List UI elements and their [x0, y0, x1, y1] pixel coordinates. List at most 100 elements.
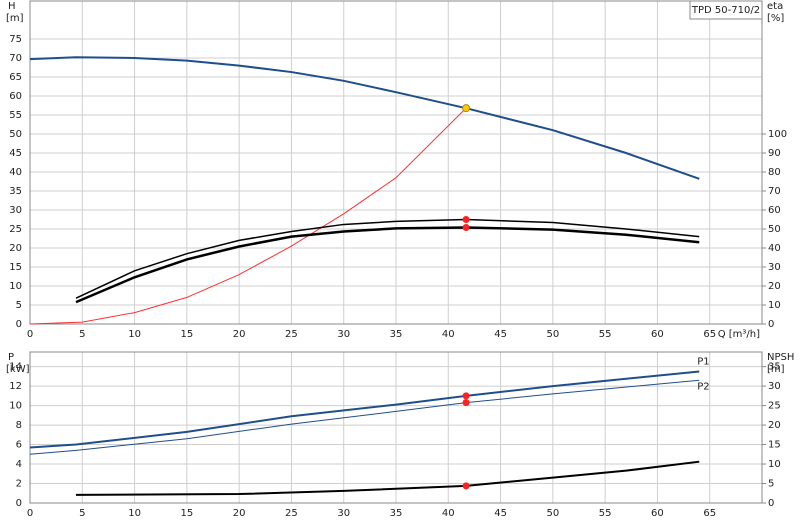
x-tick-label: 30	[337, 329, 350, 340]
y-tick-label: 70	[9, 53, 22, 64]
legend-box-text: TPD 50-710/2	[691, 5, 760, 16]
marker	[462, 482, 470, 490]
y-tick-label: 40	[9, 167, 22, 178]
curve	[29, 107, 467, 325]
x-tick-label: 10	[128, 329, 141, 340]
y2-tick-label: 20	[768, 281, 781, 292]
y2-tick-label: 30	[768, 262, 781, 273]
y-axis-label: P	[8, 352, 14, 363]
x-tick-label: 0	[27, 329, 33, 340]
y-tick-label: 10	[9, 281, 22, 292]
x-tick-label: 0	[27, 508, 33, 519]
y2-tick-label: 10	[768, 300, 781, 311]
y2-tick-label: 0	[768, 319, 774, 330]
x-tick-label: 35	[390, 508, 403, 519]
x-tick-label: 15	[180, 508, 193, 519]
curve	[75, 226, 700, 304]
y-tick-label: 65	[9, 72, 22, 83]
y2-tick-label: 35	[768, 362, 781, 373]
y-tick-label: 25	[9, 224, 22, 235]
y-tick-label: 15	[9, 262, 22, 273]
curve	[75, 218, 700, 299]
curve	[29, 379, 700, 455]
y-tick-label: 30	[9, 205, 22, 216]
x-tick-label: 15	[180, 329, 193, 340]
x-tick-label: 40	[442, 329, 455, 340]
y2-axis-label: eta	[767, 1, 783, 12]
y2-tick-label: 70	[768, 186, 781, 197]
x-tick-label: 10	[128, 508, 141, 519]
y-tick-label: 12	[9, 381, 22, 392]
y-tick-label: 20	[9, 243, 22, 254]
y-tick-label: 2	[16, 479, 22, 490]
y2-tick-label: 100	[768, 129, 787, 140]
y2-tick-label: 30	[768, 381, 781, 392]
y-tick-label: 0	[16, 498, 22, 509]
x-tick-label: 50	[546, 329, 559, 340]
y2-axis-label: NPSH	[767, 352, 794, 363]
x-tick-label: 45	[494, 508, 507, 519]
y2-axis-unit: [%]	[767, 13, 784, 24]
y2-tick-label: 0	[768, 498, 774, 509]
x-tick-label: 55	[599, 329, 612, 340]
y2-tick-label: 15	[768, 440, 781, 451]
plot-frame	[29, 0, 763, 325]
marker	[462, 399, 470, 407]
x-tick-label: 20	[233, 329, 246, 340]
y-tick-label: 45	[9, 148, 22, 159]
marker	[462, 104, 471, 113]
y2-tick-label: 25	[768, 401, 781, 412]
y-tick-label: 8	[16, 420, 22, 431]
y-axis-unit: [kW]	[6, 364, 30, 375]
y-tick-label: 14	[9, 362, 22, 373]
x-tick-label: 20	[233, 508, 246, 519]
x-tick-label: 65	[703, 329, 716, 340]
y2-tick-label: 50	[768, 224, 781, 235]
x-tick-label: 35	[390, 329, 403, 340]
x-tick-label: 60	[651, 329, 664, 340]
curve	[29, 56, 700, 180]
y2-tick-label: 20	[768, 420, 781, 431]
x-axis-label: Q [m³/h]	[718, 329, 760, 340]
y2-tick-label: 40	[768, 243, 781, 254]
x-tick-label: 25	[285, 508, 298, 519]
marker	[462, 392, 470, 400]
x-tick-label: 50	[546, 508, 559, 519]
y-axis-label: H	[8, 1, 16, 12]
curve	[29, 370, 700, 449]
marker	[462, 216, 470, 223]
series-label: P2	[697, 381, 709, 392]
marker	[462, 223, 470, 231]
y2-tick-label: 10	[768, 459, 781, 470]
legend-box	[689, 0, 763, 20]
y2-tick-label: 90	[768, 148, 781, 159]
y-axis-unit: [m]	[6, 13, 24, 24]
x-tick-label: 40	[442, 508, 455, 519]
x-tick-label: 60	[651, 508, 664, 519]
curve	[76, 460, 700, 496]
y2-axis-unit: [m]	[767, 364, 785, 375]
y-tick-label: 4	[16, 459, 22, 470]
y-tick-label: 6	[16, 440, 22, 451]
y-tick-label: 5	[16, 300, 22, 311]
y-tick-label: 10	[9, 401, 22, 412]
y-tick-label: 0	[16, 319, 22, 330]
y-tick-label: 60	[9, 91, 22, 102]
x-tick-label: 45	[494, 329, 507, 340]
x-tick-label: 5	[79, 508, 85, 519]
y2-tick-label: 5	[768, 479, 774, 490]
plot-frame	[29, 351, 763, 504]
x-tick-label: 25	[285, 329, 298, 340]
series-label: P1	[697, 356, 709, 367]
y2-tick-label: 60	[768, 205, 781, 216]
y-tick-label: 55	[9, 110, 22, 121]
y-tick-label: 75	[9, 34, 22, 45]
y-tick-label: 50	[9, 129, 22, 140]
x-tick-label: 55	[599, 508, 612, 519]
x-tick-label: 30	[337, 508, 350, 519]
x-tick-label: 65	[703, 508, 716, 519]
y-tick-label: 35	[9, 186, 22, 197]
x-tick-label: 5	[79, 329, 85, 340]
